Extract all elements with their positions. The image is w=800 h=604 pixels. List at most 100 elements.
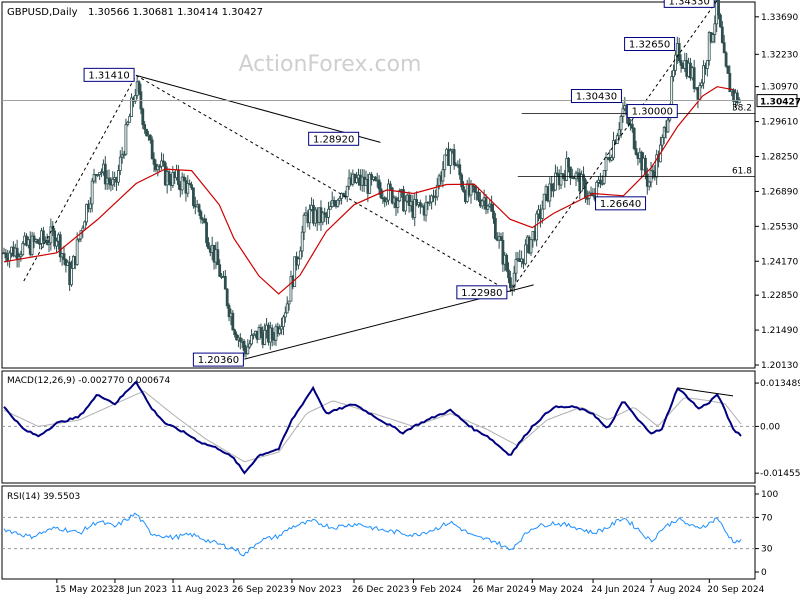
candle-body: [403, 200, 407, 212]
pivot-label: 1.30430: [576, 92, 617, 103]
candle-body: [492, 210, 495, 219]
candle-body: [477, 191, 480, 201]
candle-body: [644, 157, 647, 175]
candles: [2, 0, 741, 358]
candle-body: [145, 128, 148, 137]
last-price-box: [756, 94, 798, 108]
candle-body: [660, 137, 664, 146]
candle-body: [413, 199, 417, 218]
candle-body: [32, 235, 36, 242]
candle-body: [242, 340, 246, 351]
candle-body: [460, 174, 464, 188]
candle-body: [62, 253, 66, 260]
candle-body: [561, 173, 565, 176]
candle-body: [83, 221, 87, 229]
candle-body: [569, 166, 572, 178]
candle-body: [373, 176, 377, 181]
fib-label: 61.8: [732, 167, 752, 177]
candle-body: [692, 67, 696, 89]
candle-body: [100, 171, 103, 174]
price-tick-label: 1.30970: [761, 83, 798, 93]
candle-body: [554, 172, 557, 191]
candle-body: [619, 116, 623, 131]
candle-body: [177, 169, 180, 185]
candle-body: [148, 134, 152, 141]
candle-body: [508, 277, 512, 289]
candle-body: [285, 303, 289, 314]
candle-body: [713, 23, 717, 35]
candle-body: [499, 236, 503, 241]
candle-body: [235, 334, 238, 341]
pivot-label: 1.30000: [632, 107, 673, 118]
candle-body: [630, 123, 634, 129]
candle-body: [190, 184, 193, 189]
candle-body: [514, 259, 518, 274]
candle-body: [722, 42, 726, 54]
candle-body: [293, 256, 297, 288]
candle-body: [473, 185, 477, 193]
candle-body: [300, 231, 304, 252]
watermark: ActionForex.com: [239, 52, 422, 77]
trend-line: [135, 74, 381, 143]
pivot-label-box: [595, 196, 647, 211]
candle-body: [584, 179, 587, 199]
rsi-panel: 100 70 30 0: [2, 490, 778, 578]
pivot-label-box: [456, 285, 508, 300]
price-tick-label: 1.20130: [761, 361, 798, 371]
candle-body: [167, 171, 171, 183]
candle-body: [182, 176, 186, 182]
candle-body: [418, 202, 422, 207]
macd-tick-label: 0.013489: [760, 379, 800, 389]
candle-body: [248, 343, 252, 348]
x-tick-label: 9 Nov 2023: [290, 585, 342, 595]
candle-body: [192, 187, 195, 206]
candle-body: [118, 156, 122, 171]
candle-body: [47, 242, 51, 245]
candle-body: [120, 154, 124, 158]
candle-body: [8, 252, 12, 262]
x-tick-label: 7 Aug 2024: [649, 585, 701, 595]
candle-body: [156, 165, 160, 171]
x-tick-label: 28 Jun 2023: [113, 585, 167, 595]
candle-body: [387, 183, 390, 201]
candle-body: [617, 129, 621, 137]
ohlc-label: 1.30566 1.30681 1.30414 1.30427: [88, 7, 263, 18]
candle-body: [700, 82, 704, 87]
candle-body: [150, 139, 154, 160]
candle-body: [107, 177, 111, 182]
candle-body: [711, 34, 715, 43]
candle-body: [510, 286, 514, 289]
candle-body: [302, 214, 306, 233]
candle-body: [433, 196, 437, 199]
candle-body: [707, 32, 711, 61]
candle-body: [205, 222, 208, 244]
candle-body: [141, 108, 145, 125]
candle-body: [70, 268, 73, 286]
candle-body: [327, 208, 330, 218]
x-tick-label: 26 Mar 2024: [472, 585, 529, 595]
pivot-label: 1.31410: [88, 70, 129, 81]
candle-body: [720, 26, 724, 44]
candle-body: [45, 239, 49, 245]
candle-body: [283, 312, 287, 318]
pivot-label: 1.32650: [629, 40, 670, 51]
candle-body: [428, 201, 432, 204]
price-tick-label: 1.32230: [761, 50, 798, 60]
macd-panel-frame: [1, 370, 756, 484]
candle-body: [246, 346, 250, 355]
candle-body: [287, 300, 291, 305]
candle-body: [600, 182, 604, 185]
candle-body: [152, 158, 156, 165]
candle-body: [143, 124, 147, 130]
candle-body: [92, 174, 96, 182]
candle-body: [634, 148, 638, 155]
pivot-label-box: [626, 104, 678, 119]
x-tick-label: 24 Jun 2024: [591, 585, 645, 595]
candle-body: [270, 327, 274, 340]
x-tick-label: 9 May 2024: [530, 585, 583, 595]
candle-body: [735, 92, 739, 104]
candle-body: [585, 197, 589, 200]
candle-body: [368, 174, 372, 194]
candle-body: [580, 174, 584, 192]
candle-body: [493, 217, 497, 239]
